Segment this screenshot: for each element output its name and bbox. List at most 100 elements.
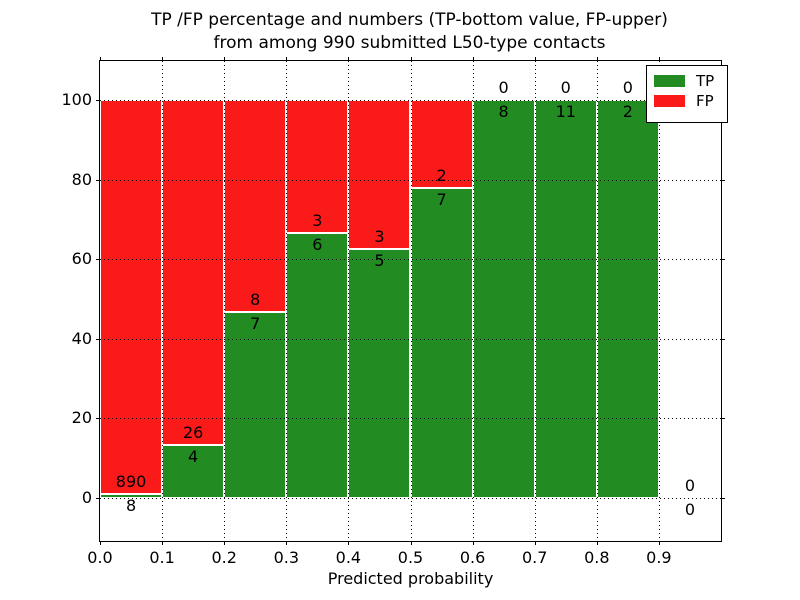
x-tick-label: 0.2 xyxy=(211,548,237,567)
y-tick xyxy=(721,418,725,420)
tp-legend-swatch xyxy=(654,75,685,87)
legend-item-fp: FP xyxy=(654,91,720,111)
x-tick xyxy=(162,541,164,545)
gridline-v xyxy=(472,61,474,541)
x-tick xyxy=(658,541,660,545)
bar-label-tp: 5 xyxy=(374,251,385,271)
gridline-v xyxy=(658,61,660,541)
chart-title-line2: from among 990 submitted L50-type contac… xyxy=(213,33,606,53)
x-tick-label: 0.6 xyxy=(459,548,486,567)
x-tick xyxy=(596,541,598,545)
gridline-v xyxy=(348,61,350,541)
y-tick xyxy=(96,498,100,499)
x-tick xyxy=(472,541,474,545)
y-tick xyxy=(96,100,100,101)
x-tick-label: 0.0 xyxy=(87,548,113,567)
x-tick-label: 0.1 xyxy=(149,548,175,567)
chart-title-line1: TP /FP percentage and numbers (TP-bottom… xyxy=(151,10,668,30)
y-tick-label: 0 xyxy=(81,488,92,507)
bar-label-tp: 7 xyxy=(250,314,261,334)
y-tick-label: 80 xyxy=(71,169,92,189)
x-tick-label: 0.4 xyxy=(335,548,362,567)
bar-segment-tp xyxy=(534,100,597,498)
x-tick xyxy=(100,541,101,545)
bar-segment-tp xyxy=(162,444,225,498)
bar-label-fp: 0 xyxy=(622,78,633,97)
y-tick xyxy=(96,179,100,181)
bar-segment-fp xyxy=(100,100,163,495)
x-tick-label: 0.3 xyxy=(273,548,300,567)
bar-label-fp: 0 xyxy=(560,78,571,97)
x-tick xyxy=(286,57,288,61)
bar-label-fp: 0 xyxy=(684,476,696,495)
x-tick xyxy=(410,57,412,61)
y-tick xyxy=(721,338,725,340)
y-tick xyxy=(96,418,100,420)
x-axis-label: Predicted probability xyxy=(327,569,494,588)
bar-label-fp: 2 xyxy=(436,166,447,186)
y-tick-label: 20 xyxy=(71,408,92,428)
chart-title: TP /FP percentage and numbers (TP-bottom… xyxy=(99,9,720,55)
y-tick-label: 60 xyxy=(71,249,92,269)
bar-label-tp: 11 xyxy=(555,102,576,121)
y-tick xyxy=(721,259,725,261)
bar-label-fp: 26 xyxy=(182,422,204,442)
x-tick xyxy=(658,57,660,61)
y-tick xyxy=(96,338,100,340)
bar-segment-tp xyxy=(348,249,411,498)
bar-segment-fp xyxy=(162,100,225,445)
bar-label-fp: 890 xyxy=(115,472,147,492)
x-tick-label: 0.8 xyxy=(584,548,610,567)
plot-area: Percentage Predicted probability TP FP 0… xyxy=(61,57,728,588)
x-tick-label: 0.9 xyxy=(646,548,672,567)
bar-segment-fp xyxy=(224,100,287,313)
x-tick xyxy=(534,541,536,545)
y-tick-label: 100 xyxy=(61,90,92,109)
legend-item-tp: TP xyxy=(654,71,720,91)
bar-label-tp: 2 xyxy=(622,102,633,121)
x-tick xyxy=(224,541,226,545)
y-tick-label: 40 xyxy=(71,328,92,348)
bar-label-fp: 3 xyxy=(374,227,385,247)
bar-label-tp: 8 xyxy=(125,496,137,516)
gridline-v xyxy=(286,61,288,541)
y-tick xyxy=(721,498,725,499)
bar-segment-tp xyxy=(286,232,349,498)
bar-label-tp: 0 xyxy=(684,500,696,519)
tp-legend-label: TP xyxy=(696,72,715,90)
bar-segment-tp xyxy=(100,494,163,498)
bar-segment-tp xyxy=(472,100,535,498)
x-tick xyxy=(534,57,536,61)
gridline-v xyxy=(534,61,536,541)
x-tick xyxy=(348,541,350,545)
x-tick xyxy=(472,57,474,61)
gridline-v xyxy=(596,61,598,541)
x-tick xyxy=(100,57,101,61)
x-tick xyxy=(348,57,350,61)
bar-label-tp: 6 xyxy=(312,234,323,254)
y-tick xyxy=(721,179,725,181)
gridline-v xyxy=(410,61,412,541)
y-tick xyxy=(96,259,100,261)
gridline-v xyxy=(162,61,164,541)
bar-label-fp: 8 xyxy=(250,290,261,310)
x-tick xyxy=(286,541,288,545)
bar-label-tp: 8 xyxy=(498,102,509,121)
bar-label-fp: 0 xyxy=(498,78,509,97)
bar-label-tp: 4 xyxy=(188,446,199,466)
bar-label-tp: 7 xyxy=(436,190,447,210)
x-tick xyxy=(410,541,412,545)
bar-segment-tp xyxy=(410,188,473,498)
bar-segment-tp xyxy=(224,312,287,498)
x-tick-label: 0.7 xyxy=(521,548,548,567)
legend: TP FP xyxy=(646,65,728,123)
bar-segment-fp xyxy=(410,100,473,189)
bar-segment-tp xyxy=(596,100,659,498)
bar-label-fp: 3 xyxy=(312,210,323,230)
fp-legend-swatch xyxy=(654,95,685,107)
x-tick xyxy=(162,57,164,61)
x-tick xyxy=(224,57,226,61)
x-tick xyxy=(596,57,598,61)
x-tick-label: 0.5 xyxy=(397,548,424,567)
